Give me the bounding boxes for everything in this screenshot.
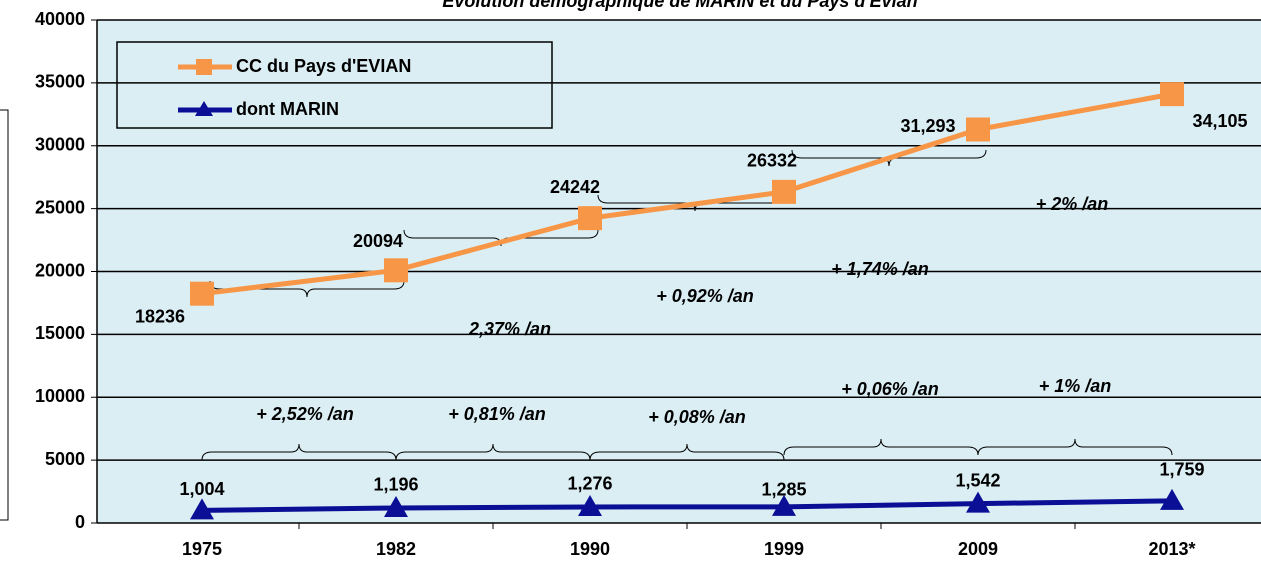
y-tick-label: 5000 — [45, 449, 85, 469]
marker — [384, 495, 408, 517]
line — [201, 498, 1173, 513]
marker — [966, 117, 990, 142]
brace — [791, 149, 987, 167]
legend-label: dont MARIN — [236, 99, 339, 119]
brace — [209, 280, 405, 298]
brace — [589, 443, 785, 461]
y-tick-label: 15000 — [35, 323, 85, 343]
marker — [1160, 488, 1184, 510]
data-label: 18236 — [135, 306, 185, 326]
marker — [578, 494, 602, 516]
brace — [977, 438, 1173, 456]
y-tick-label: 40000 — [35, 9, 85, 29]
data-label: 20094 — [353, 231, 403, 251]
legend-marker — [195, 101, 213, 116]
y-tick-label: 0 — [75, 512, 85, 532]
marker — [966, 491, 990, 513]
marker — [772, 179, 796, 204]
y-tick-label: 10000 — [35, 386, 85, 406]
annotation: + 0,92% /an — [656, 286, 754, 306]
marker — [190, 498, 214, 520]
chart-title: Evolution démographique de MARIN et du P… — [442, 0, 917, 11]
annotation: + 1,74% /an — [831, 259, 929, 279]
x-tick-label: 1990 — [570, 539, 610, 559]
x-tick-label: 1982 — [376, 539, 416, 559]
y-tick-label: 25000 — [35, 197, 85, 217]
data-label: 1,276 — [567, 474, 612, 494]
axis-box — [0, 109, 9, 521]
brace — [395, 443, 591, 461]
data-label: 26332 — [747, 151, 797, 171]
legend-label: CC du Pays d'EVIAN — [236, 56, 411, 76]
data-label: 24242 — [550, 177, 600, 197]
legend — [116, 41, 553, 129]
x-tick-label: 2009 — [958, 539, 998, 559]
annotation: + 0,06% /an — [841, 379, 939, 399]
x-tick-label: 1999 — [764, 539, 804, 559]
marker — [384, 258, 408, 283]
data-label: 34,105 — [1192, 111, 1247, 131]
data-label: 1,196 — [373, 475, 418, 495]
x-tick-label: 2013* — [1148, 539, 1195, 559]
marker — [190, 281, 214, 306]
data-label: 1,004 — [179, 479, 224, 499]
legend-marker — [196, 59, 212, 75]
marker — [772, 494, 796, 516]
annotation: 2,37% /an — [468, 319, 551, 339]
annotation: + 0,08% /an — [648, 407, 746, 427]
brace — [201, 443, 397, 461]
y-tick-label: 20000 — [35, 260, 85, 280]
marker — [1160, 82, 1184, 107]
annotation: + 1% /an — [1039, 376, 1112, 396]
data-label: 31,293 — [900, 116, 955, 136]
annotation: + 2,52% /an — [256, 404, 354, 424]
y-tick-label: 30000 — [35, 135, 85, 155]
x-tick-label: 1975 — [182, 539, 222, 559]
annotation: + 2% /an — [1036, 194, 1109, 214]
annotation: + 0,81% /an — [448, 404, 546, 424]
data-label: 1,542 — [955, 470, 1000, 490]
data-label: 1,285 — [761, 480, 806, 500]
brace — [403, 229, 599, 247]
brace — [783, 438, 979, 456]
y-tick-label: 35000 — [35, 72, 85, 92]
marker — [578, 206, 602, 231]
line — [201, 91, 1173, 297]
data-label: 1,759 — [1159, 460, 1204, 480]
